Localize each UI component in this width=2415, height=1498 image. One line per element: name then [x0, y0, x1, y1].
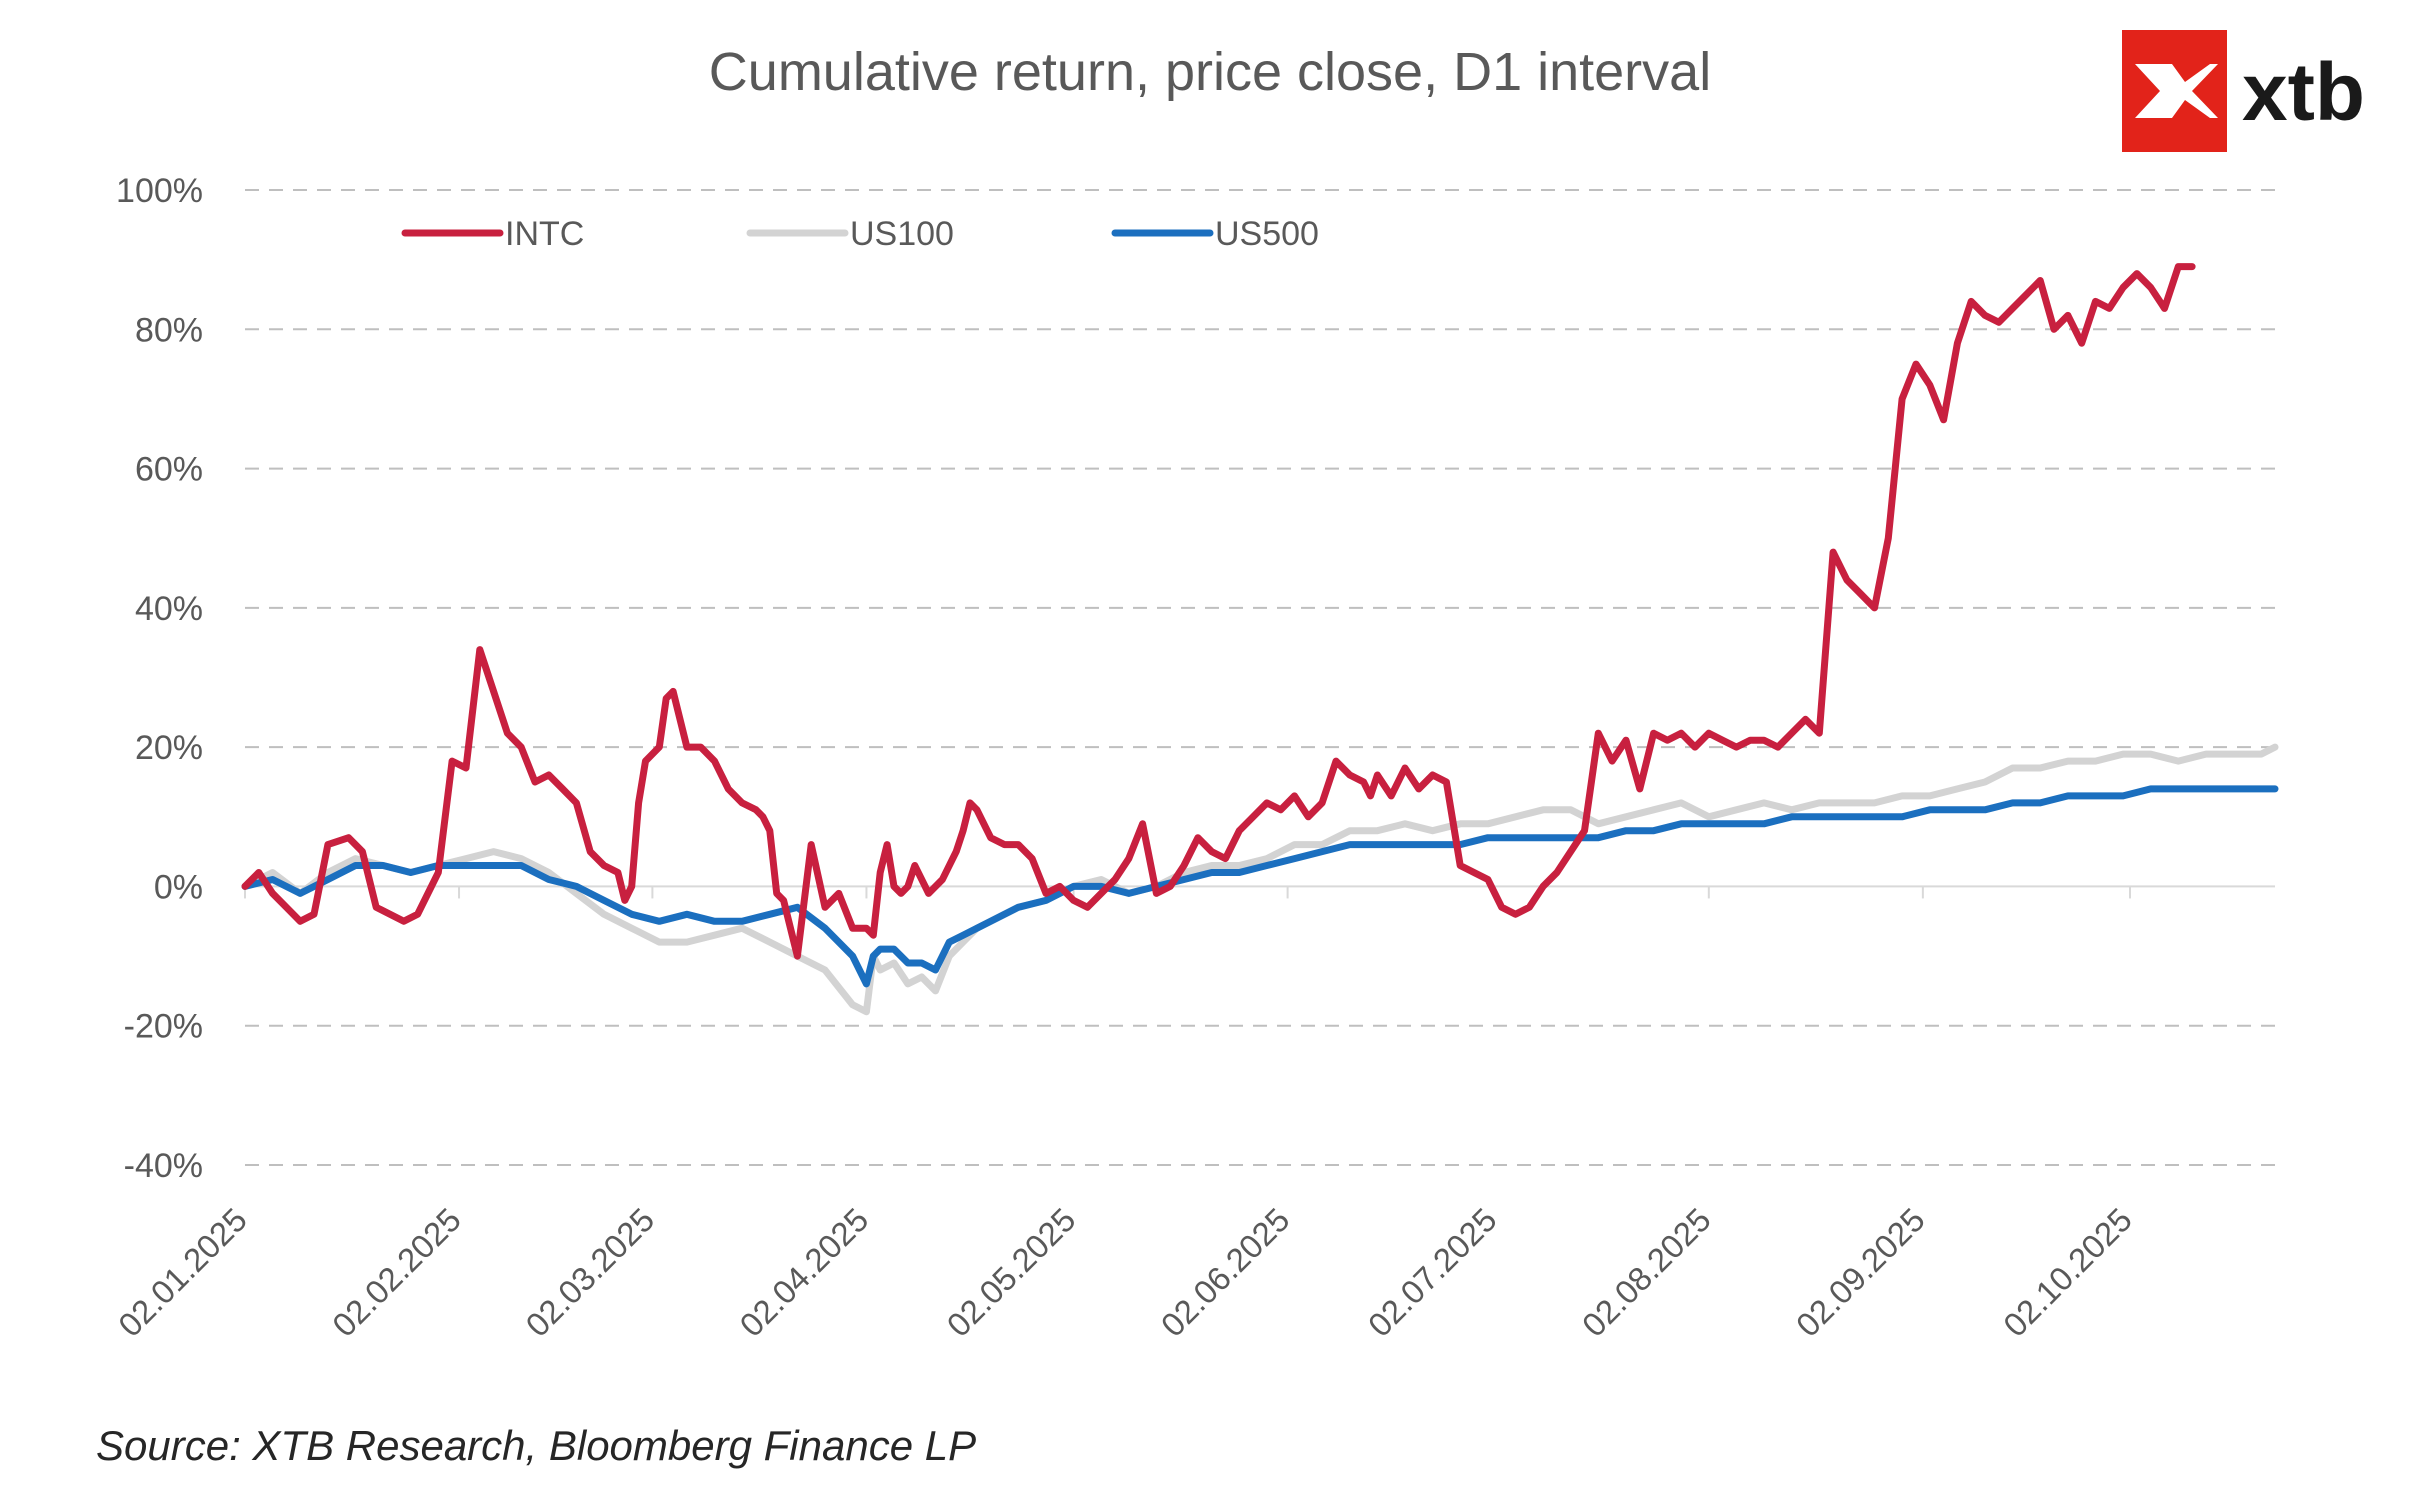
x-tick-label: 02.06.2025 — [1154, 1201, 1297, 1344]
x-tick-label: 02.02.2025 — [325, 1201, 468, 1344]
y-tick-label: 40% — [135, 590, 203, 628]
series-line-us500 — [241, 785, 2279, 988]
y-tick-label: -40% — [124, 1147, 203, 1185]
legend-label-intc: INTC — [505, 215, 584, 253]
x-tick-label: 02.05.2025 — [940, 1201, 1083, 1344]
y-tick-label: 60% — [135, 451, 203, 489]
series-line-intc — [241, 263, 2196, 960]
y-tick-label: 80% — [135, 311, 203, 349]
x-tick-label: 02.01.2025 — [111, 1201, 254, 1344]
x-tick-label: 02.08.2025 — [1575, 1201, 1718, 1344]
y-axis: 100% 80% 60% 40% 20% 0% -20% -40% — [116, 172, 203, 1185]
x-tick-label: 02.07.2025 — [1361, 1201, 1504, 1344]
y-tick-label: 20% — [135, 729, 203, 767]
series-line-us100 — [241, 743, 2279, 1016]
series-group — [241, 263, 2279, 1016]
xtb-logo-x-mark — [2135, 64, 2218, 118]
y-tick-label: 0% — [154, 868, 203, 906]
x-tick-label: 02.09.2025 — [1789, 1201, 1932, 1344]
x-tick-label: 02.10.2025 — [1996, 1201, 2139, 1344]
grid — [245, 189, 2275, 1166]
legend: INTC US100 US500 — [401, 215, 1319, 253]
x-tick-label: 02.03.2025 — [518, 1201, 661, 1344]
xtb-logo: xtb — [2122, 30, 2365, 152]
xtb-logo-text: xtb — [2242, 47, 2365, 138]
legend-label-us100: US100 — [850, 215, 954, 253]
x-tick-label: 02.04.2025 — [732, 1201, 875, 1344]
y-tick-label: -20% — [124, 1008, 203, 1046]
y-tick-label: 100% — [116, 172, 203, 210]
chart-title: Cumulative return, price close, D1 inter… — [709, 42, 1711, 102]
source-note: Source: XTB Research, Bloomberg Finance … — [96, 1422, 976, 1469]
legend-label-us500: US500 — [1215, 215, 1319, 253]
x-axis: 02.01.2025 02.02.2025 02.03.2025 02.04.2025… — [111, 886, 2139, 1344]
